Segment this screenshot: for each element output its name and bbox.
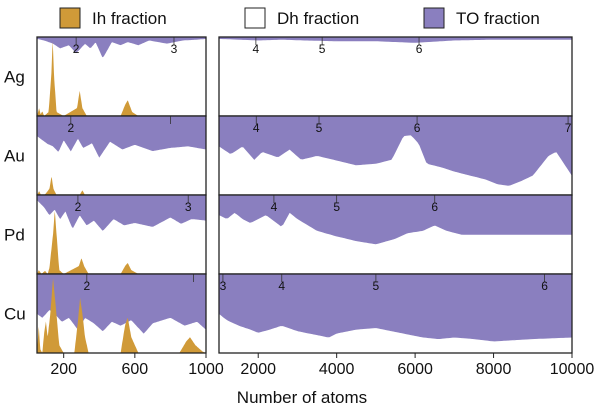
magic-number-label: 4 — [253, 121, 260, 135]
magic-number-label: 7 — [565, 121, 572, 135]
legend-label-ih: Ih fraction — [92, 9, 167, 28]
panel-pd-right: 4 5 6 — [218, 194, 573, 275]
to-fraction-area — [218, 115, 573, 186]
x-tick-label-right: 6000 — [397, 361, 433, 378]
ih-fraction-area — [37, 41, 206, 116]
magic-number-label: 6 — [431, 200, 438, 214]
panel-cu-left: 2 — [36, 273, 207, 354]
row-label-au: Au — [4, 147, 25, 166]
magic-number-label: 2 — [73, 42, 80, 56]
row-label-ag: Ag — [4, 68, 25, 87]
row-label-cu: Cu — [4, 305, 26, 324]
dh-background — [37, 37, 206, 116]
magic-number-label: 2 — [75, 200, 82, 214]
ih-fraction-area — [37, 211, 206, 274]
legend-swatch-ih — [59, 7, 81, 29]
magic-number-label: 2 — [67, 121, 74, 135]
magic-number-label: 6 — [541, 279, 548, 293]
magic-number-label: 3 — [220, 279, 227, 293]
x-tick-label-left: 200 — [50, 361, 77, 378]
x-axis-label: Number of atoms — [237, 388, 367, 407]
to-fraction-area — [218, 194, 573, 245]
magic-number-label: 5 — [319, 42, 326, 56]
panel-au-left: 2 — [36, 115, 207, 196]
panel-frame — [218, 273, 573, 354]
panel-frame — [36, 273, 207, 354]
x-tick-label-right: 10000 — [550, 361, 595, 378]
legend: Ih fraction Dh fraction TO fraction — [59, 7, 540, 29]
magic-number-label: 5 — [316, 121, 323, 135]
x-tick-label-left: 1000 — [188, 361, 224, 378]
to-fraction-area — [218, 36, 573, 43]
to-fraction-area — [36, 115, 207, 158]
magic-number-label: 5 — [373, 279, 380, 293]
legend-swatch-to — [423, 7, 445, 29]
to-fraction-area — [36, 194, 207, 231]
x-tick-label-left: 600 — [121, 361, 148, 378]
legend-swatch-dh — [244, 7, 266, 29]
magic-number-label: 3 — [185, 200, 192, 214]
to-fraction-area — [218, 273, 573, 342]
panel-au-right: 4 5 6 7 — [218, 115, 573, 196]
x-tick-label-right: 8000 — [476, 361, 512, 378]
magic-number-label: 6 — [416, 42, 423, 56]
panel-cu-right: 3 4 5 6 — [218, 273, 573, 354]
magic-number-label: 6 — [414, 121, 421, 135]
magic-number-label: 5 — [333, 200, 340, 214]
x-tick-label-right: 2000 — [240, 361, 276, 378]
magic-number-label: 4 — [278, 279, 285, 293]
to-fraction-area — [36, 36, 207, 58]
magic-number-label: 4 — [253, 42, 260, 56]
row-label-pd: Pd — [4, 226, 25, 245]
legend-label-to: TO fraction — [456, 9, 540, 28]
x-tick-label-right: 4000 — [319, 361, 355, 378]
magic-number-label: 4 — [271, 200, 278, 214]
ih-fraction-area — [37, 278, 206, 353]
legend-label-dh: Dh fraction — [277, 9, 359, 28]
panel-ag-right: 4 5 6 — [218, 36, 573, 117]
magic-number-label: 2 — [83, 279, 90, 293]
ih-fraction-area — [37, 177, 206, 195]
magic-number-label: 3 — [171, 42, 178, 56]
dh-background — [219, 37, 572, 116]
